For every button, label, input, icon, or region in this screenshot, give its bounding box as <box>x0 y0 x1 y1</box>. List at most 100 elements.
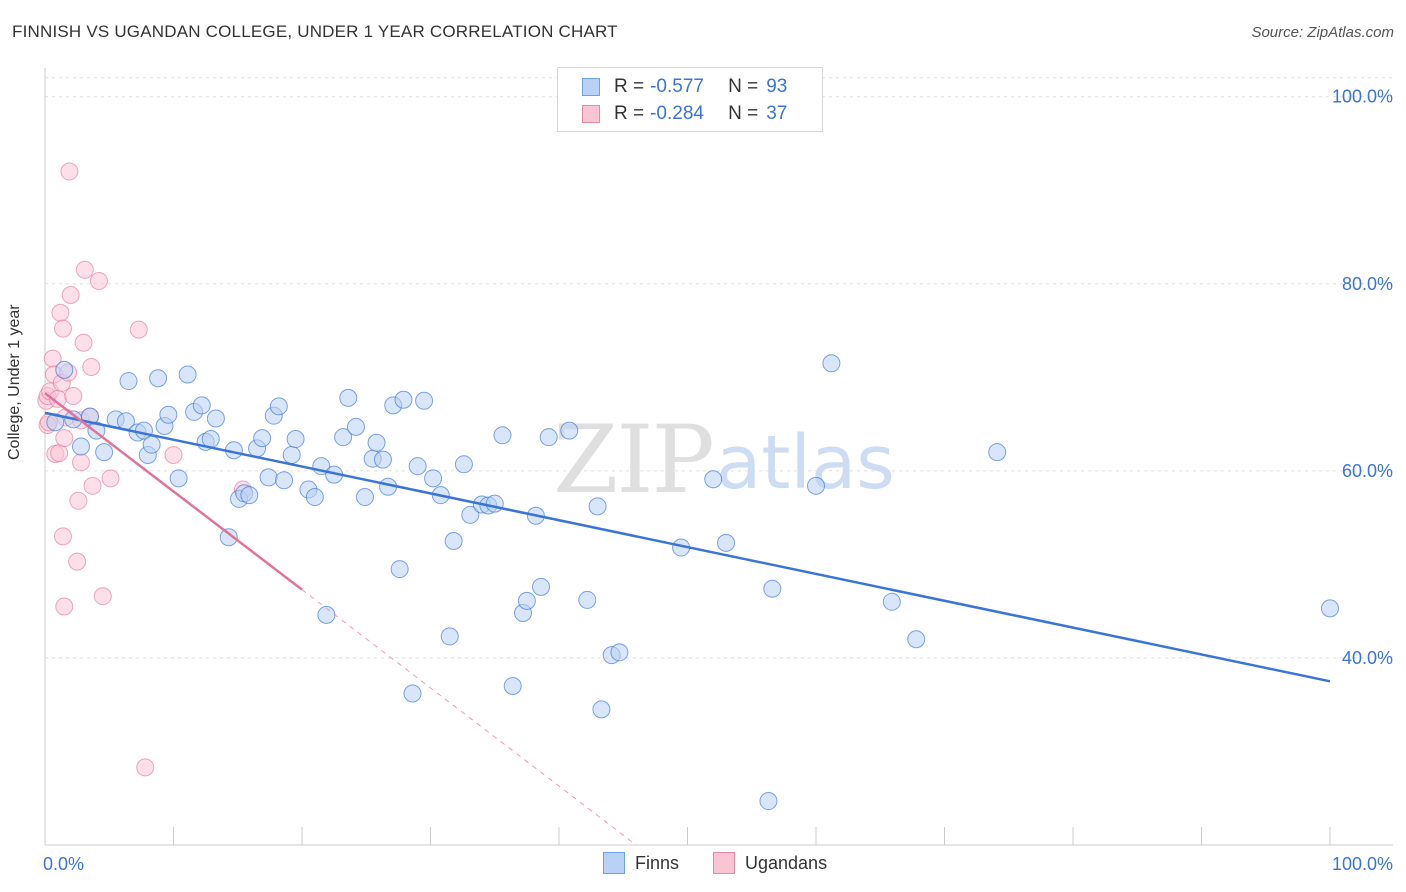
finn-point <box>415 391 434 410</box>
y-axis-label: College, Under 1 year <box>6 304 23 460</box>
finns-legend-swatch <box>603 852 625 874</box>
ugandan-point <box>53 319 72 338</box>
finn-point <box>444 532 463 551</box>
finn-point <box>355 488 374 507</box>
n-value: 37 <box>766 103 788 124</box>
finn-point <box>560 421 579 440</box>
ugandan-point <box>69 491 88 510</box>
finn-point <box>807 476 825 495</box>
n-label: N = <box>728 103 759 124</box>
finn-point <box>988 443 1007 462</box>
y-tick-label: 100.0% <box>1332 87 1393 107</box>
ugandan-point <box>101 469 120 488</box>
finn-point <box>317 605 336 624</box>
ugandan-point <box>64 387 83 406</box>
ugandan-point <box>93 587 112 606</box>
gridlines <box>45 77 1393 659</box>
ugandan-point <box>136 758 155 777</box>
finn-point <box>517 591 536 610</box>
ugandan-point <box>129 320 148 339</box>
finn-point <box>269 397 288 416</box>
ugandan-point <box>53 527 72 546</box>
finn-point <box>373 450 392 469</box>
finn-point <box>440 627 459 646</box>
finn-point <box>169 469 188 488</box>
finn-point <box>424 469 443 488</box>
ugandan-point <box>75 260 94 279</box>
finn-point <box>367 433 386 452</box>
finn-point <box>539 428 558 447</box>
watermark-atlas: atlas <box>716 420 895 506</box>
finn-point <box>493 426 512 445</box>
finn-point <box>46 413 65 432</box>
finn-point <box>192 396 211 415</box>
finn-point <box>461 505 480 524</box>
finn-point <box>305 488 324 507</box>
finn-point <box>704 470 723 489</box>
legend-row-finns: R = -0.577 N = 93 <box>582 75 787 99</box>
finn-point <box>408 457 427 476</box>
finn-point <box>95 443 114 462</box>
finns-legend-label: Finns <box>635 852 680 873</box>
finn-point <box>592 700 611 719</box>
r-label: R = <box>614 103 645 124</box>
chart-source: Source: ZipAtlas.com <box>1251 24 1394 41</box>
ugandan-point <box>68 552 87 571</box>
ugandan-point <box>60 162 79 181</box>
finns-swatch <box>582 78 600 96</box>
legend-item-ugandans[interactable]: Ugandans <box>713 852 827 874</box>
finns-points <box>46 354 1339 811</box>
finn-point <box>219 528 238 547</box>
finn-point <box>403 684 422 703</box>
tick-labels: 40.0% 60.0% 80.0% 100.0% 0.0% 100.0% <box>43 87 1393 874</box>
finn-point <box>178 365 197 384</box>
finn-point <box>763 579 782 598</box>
finn-point <box>394 390 413 409</box>
ugandans-legend-swatch <box>713 852 735 874</box>
ugandans-swatch <box>582 105 600 123</box>
finn-point <box>390 560 409 579</box>
legend-row-ugandans: R = -0.284 N = 37 <box>582 102 787 126</box>
x-tick-label: 0.0% <box>43 854 84 874</box>
ugandan-point <box>164 445 183 464</box>
legend-item-finns[interactable]: Finns <box>603 852 679 874</box>
watermark: ZIP atlas <box>553 406 895 515</box>
ugandans-legend-label: Ugandans <box>745 852 828 873</box>
r-value: -0.284 <box>650 103 704 124</box>
finn-point <box>822 354 841 373</box>
finn-point <box>282 445 301 464</box>
chart-title: FINNISH VS UGANDAN COLLEGE, UNDER 1 YEAR… <box>12 22 618 41</box>
finn-point <box>206 409 225 428</box>
ugandan-point <box>89 271 108 290</box>
finn-point <box>610 643 629 662</box>
trend-lines <box>44 392 1331 846</box>
finn-point <box>119 372 138 391</box>
finn-point <box>334 428 353 447</box>
axes <box>44 68 1393 846</box>
x-tick-label: 100.0% <box>1332 854 1393 874</box>
finn-point <box>240 486 259 505</box>
correlation-legend: R = -0.577 N = 93 R = -0.284 N = 37 <box>557 67 823 132</box>
ugandan-point <box>55 597 74 616</box>
ugandans-trend-extension <box>301 589 637 846</box>
n-value: 93 <box>766 76 788 97</box>
finn-point <box>55 360 74 379</box>
ugandan-point <box>55 429 74 448</box>
finn-point <box>717 533 736 552</box>
ugandan-point <box>82 358 101 377</box>
ugandan-point <box>71 453 90 472</box>
ugandans-trend-line <box>44 392 303 591</box>
finn-point <box>71 437 90 456</box>
finn-point <box>485 494 504 513</box>
finn-point <box>346 417 365 436</box>
finn-point <box>339 388 358 407</box>
finn-point <box>759 792 778 811</box>
ugandan-point <box>61 286 80 305</box>
finn-point <box>259 468 278 487</box>
finn-point <box>588 497 607 516</box>
ugandan-point <box>74 333 93 352</box>
y-tick-label: 60.0% <box>1342 461 1393 481</box>
ugandan-point <box>83 476 102 495</box>
r-label: R = <box>614 76 645 97</box>
y-tick-label: 40.0% <box>1342 648 1393 668</box>
